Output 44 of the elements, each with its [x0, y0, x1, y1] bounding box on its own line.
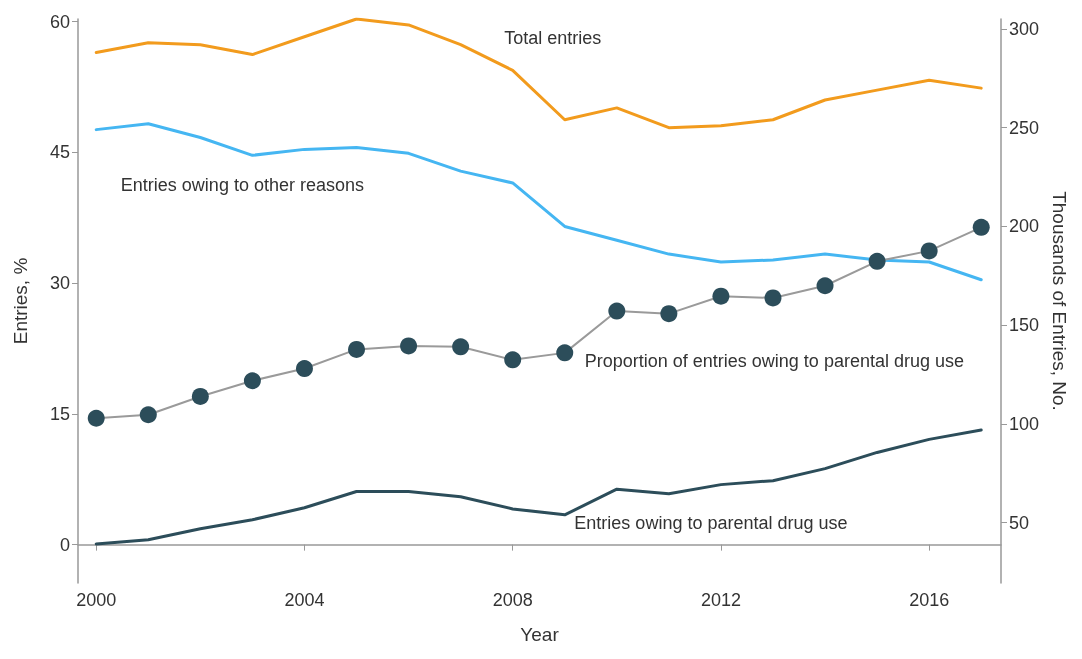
- series-label: Entries owing to other reasons: [120, 175, 364, 196]
- y-tick-label: 0: [59, 534, 70, 555]
- line-series: [94, 428, 983, 546]
- x-tick-label: 2000: [76, 590, 117, 610]
- point: [139, 406, 157, 424]
- x-axis-title: Year: [520, 624, 560, 645]
- point: [295, 360, 313, 378]
- point: [816, 277, 834, 295]
- point: [660, 305, 678, 323]
- y-tick-label: 60: [49, 11, 70, 32]
- x-tick-label: 2008: [492, 590, 533, 610]
- series-label: Proportion of entries owing to parental drug use: [584, 350, 964, 371]
- y-tick-label: 45: [49, 142, 70, 163]
- point: [868, 252, 886, 270]
- point: [972, 218, 990, 236]
- point: [348, 340, 366, 358]
- y2-tick-label: 200: [1009, 216, 1040, 237]
- point: [556, 344, 574, 362]
- line-series: [94, 17, 983, 130]
- point: [452, 338, 470, 356]
- y-tick-label: 30: [49, 273, 70, 294]
- y-tick-label: 15: [49, 403, 70, 424]
- point: [87, 409, 105, 427]
- point: [191, 387, 209, 405]
- point: [243, 372, 261, 390]
- y2-tick-label: 150: [1009, 315, 1040, 336]
- series-label: Entries owing to parental drug use: [574, 512, 848, 533]
- point: [712, 287, 730, 305]
- y2-tick-label: 50: [1009, 512, 1030, 533]
- y2-tick-label: 300: [1009, 18, 1040, 39]
- point: [764, 289, 782, 307]
- y2-axis-title: Thousands of Entries, No.: [1048, 191, 1070, 411]
- y2-tick-label: 100: [1009, 413, 1040, 434]
- y-axis-title: Entries, %: [10, 257, 31, 345]
- y2-tick-label: 250: [1009, 117, 1040, 138]
- point: [400, 337, 418, 355]
- x-tick-label: 2016: [909, 590, 950, 610]
- x-tick-label: 2012: [700, 590, 741, 610]
- line-series: [94, 122, 983, 282]
- point: [608, 302, 626, 320]
- x-tick-label: 2004: [284, 590, 325, 610]
- point: [504, 351, 522, 369]
- series-label: Total entries: [504, 27, 602, 48]
- point: [920, 242, 938, 260]
